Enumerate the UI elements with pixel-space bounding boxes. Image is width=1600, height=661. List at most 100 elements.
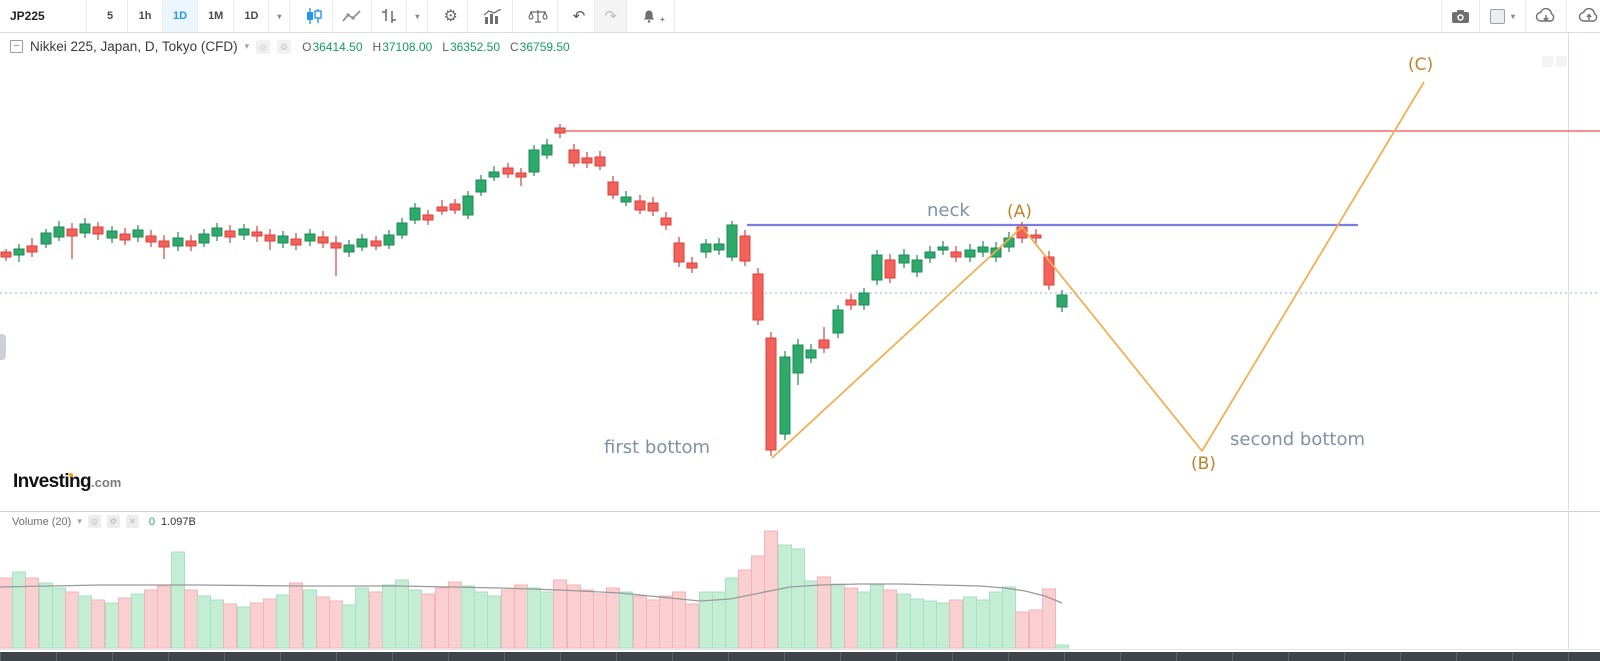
candle-body: [462, 195, 474, 216]
volume-bar: [963, 596, 977, 649]
volume-bar: [831, 583, 845, 649]
volume-bar: [580, 589, 594, 649]
candle-body: [871, 254, 883, 281]
collapse-legend-button[interactable]: –: [10, 40, 23, 53]
candle-body: [977, 246, 989, 253]
volume-bar: [91, 599, 105, 649]
volume-bar: [12, 571, 26, 649]
interval-dropdown-caret[interactable]: ▾: [269, 0, 291, 32]
volume-bar: [237, 606, 251, 649]
settings-button[interactable]: ⚙: [434, 0, 468, 32]
close-label: C: [510, 39, 519, 54]
candle-body: [106, 230, 118, 239]
high-label: H: [372, 39, 382, 54]
line-chart-style-button[interactable]: [333, 0, 373, 32]
volume-bar: [514, 584, 528, 649]
volume-bar: [369, 591, 383, 649]
investing-logo: Investing.com: [13, 471, 121, 493]
save-chart-button[interactable]: [1567, 0, 1600, 32]
volume-bar: [936, 602, 950, 649]
volume-value: 0: [148, 515, 155, 528]
open-label: O: [302, 39, 312, 54]
legend-visibility-button[interactable]: ◎: [256, 39, 271, 54]
gear-icon: ⚙: [443, 8, 458, 25]
volume-bar: [435, 587, 449, 649]
annotation-wave-b[interactable]: (B): [1191, 454, 1216, 474]
compare-button[interactable]: [518, 0, 558, 32]
volume-bar: [633, 595, 647, 649]
undo-icon: ↶: [572, 8, 586, 25]
volume-bar: [408, 589, 422, 649]
volume-bar: [1015, 611, 1029, 649]
volume-bar: [276, 594, 290, 649]
candle-body: [647, 202, 659, 212]
volume-bar: [355, 587, 369, 649]
volume-settings-button[interactable]: ⚙: [106, 515, 120, 528]
abc-zigzag-drawing[interactable]: [771, 81, 1425, 459]
add-alert-button[interactable]: +: [632, 0, 675, 32]
volume-bar: [0, 577, 13, 649]
interval-button-5m[interactable]: 5: [93, 0, 128, 32]
bottom-bar: [0, 652, 1600, 661]
candle-body: [739, 235, 751, 262]
indicators-icon: [483, 8, 503, 24]
volume-visibility-button[interactable]: ◎: [87, 515, 101, 528]
candle-body: [898, 254, 910, 264]
annotation-wave-c[interactable]: (C): [1408, 55, 1434, 75]
volume-bar: [540, 591, 554, 649]
candle-body: [792, 344, 804, 374]
annotation-neck[interactable]: neck: [927, 200, 970, 221]
candle-body: [660, 217, 672, 226]
candle-body: [40, 232, 52, 245]
symbol-input[interactable]: JP225: [0, 0, 87, 32]
volume-bar: [487, 595, 501, 649]
volume-bar: [329, 600, 343, 649]
annotation-second-bottom[interactable]: second bottom: [1230, 429, 1366, 450]
volume-close-button[interactable]: ✕: [125, 515, 139, 528]
candle-body: [1030, 234, 1042, 239]
bar-style-button[interactable]: [372, 0, 408, 32]
logo-tld: .com: [91, 475, 122, 490]
interval-button-1m[interactable]: 1M: [198, 0, 235, 32]
volume-bar: [923, 600, 937, 649]
interval-button-1d[interactable]: 1D: [234, 0, 270, 32]
snapshot-button[interactable]: [1441, 0, 1480, 32]
annotation-wave-a[interactable]: (A): [1007, 202, 1032, 222]
candle-body: [634, 200, 646, 211]
instrument-legend: – Nikkei 225, Japan, D, Tokyo (CFD) ▾ ◎ …: [10, 39, 570, 54]
interval-button-1d-active[interactable]: 1D: [163, 0, 199, 32]
volume-bar: [25, 577, 39, 649]
volume-caret-icon[interactable]: ▾: [77, 516, 82, 526]
volume-bar: [395, 579, 409, 649]
undo-button[interactable]: ↶: [563, 0, 596, 32]
indicators-button[interactable]: [473, 0, 513, 32]
candle-body: [713, 243, 725, 251]
candle-body: [330, 242, 342, 249]
candlestick-style-button[interactable]: [296, 0, 334, 32]
load-chart-button[interactable]: [1526, 0, 1567, 32]
volume-label: Volume (20): [12, 515, 72, 528]
volume-bar: [857, 591, 871, 649]
candle-body: [502, 167, 514, 175]
scale-mini-button[interactable]: [1542, 56, 1553, 67]
volume-bar: [65, 591, 79, 649]
legend-settings-button[interactable]: ⚙: [277, 39, 292, 54]
candle-body: [132, 229, 144, 238]
volume-bar: [289, 582, 303, 649]
scale-mini-button[interactable]: [1556, 56, 1567, 67]
candle-body: [620, 196, 632, 203]
redo-button[interactable]: ↷: [595, 0, 627, 32]
layout-button[interactable]: ▾: [1479, 0, 1526, 32]
candle-body: [475, 179, 487, 193]
legend-caret-icon[interactable]: ▾: [244, 41, 250, 51]
candle-body: [224, 230, 236, 238]
volume-bar: [197, 595, 211, 649]
volume-bar: [844, 587, 858, 649]
candle-body: [0, 251, 12, 258]
panel-collapse-handle[interactable]: [0, 334, 6, 360]
style-dropdown-caret[interactable]: ▾: [407, 0, 429, 32]
interval-button-1h[interactable]: 1h: [128, 0, 163, 32]
volume-bar: [725, 577, 739, 649]
annotation-first-bottom[interactable]: first bottom: [604, 437, 710, 458]
